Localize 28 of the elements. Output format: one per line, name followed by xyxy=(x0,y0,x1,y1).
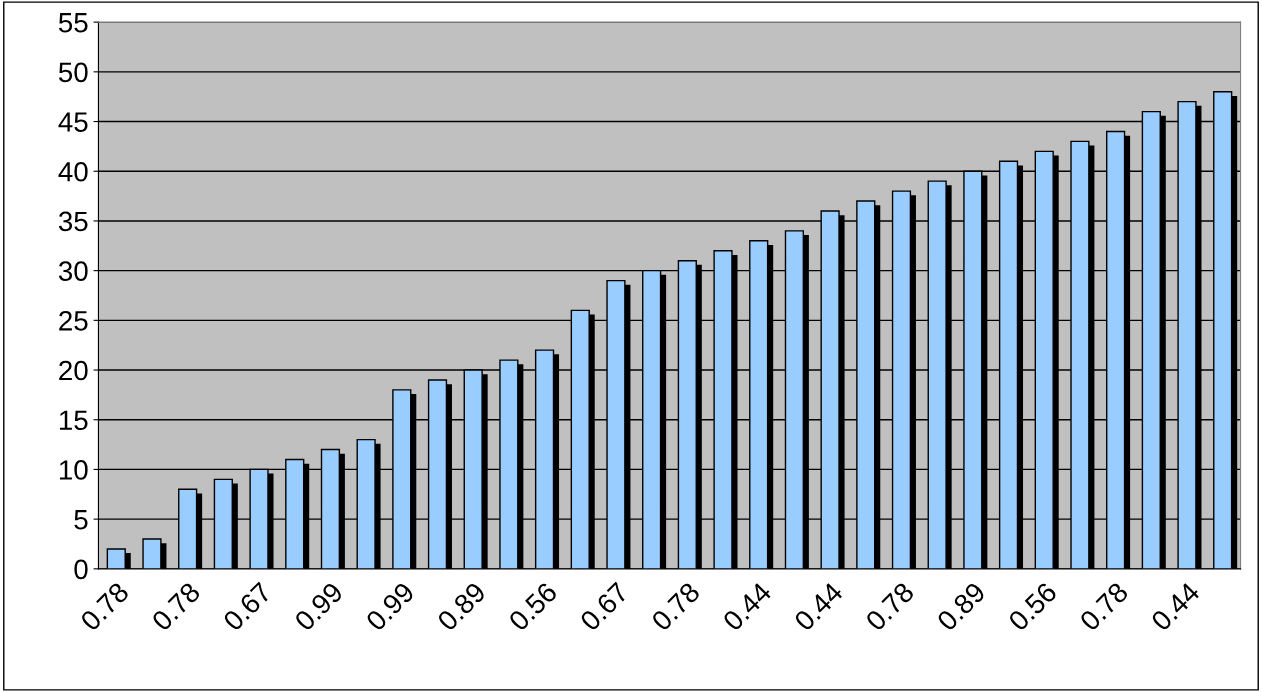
x-tick-label: 0.78 xyxy=(150,581,202,632)
x-tick-label: 0.56 xyxy=(507,581,559,632)
y-tick-label: 20 xyxy=(59,360,88,381)
y-tick-label: 15 xyxy=(59,410,88,431)
y-tick-label: 55 xyxy=(58,13,88,33)
x-tick-label: 0.99 xyxy=(364,581,416,632)
y-tick-label: 35 xyxy=(58,211,88,232)
y-tick-label: 30 xyxy=(58,261,88,281)
x-tick-label: 0.78 xyxy=(864,581,916,632)
y-tick-label: 45 xyxy=(58,112,88,132)
y-tick-label: 10 xyxy=(59,460,88,480)
x-tick-label: 0.44 xyxy=(793,581,844,632)
x-tick-label: 0.67 xyxy=(222,581,273,632)
x-tick-label: 0.44 xyxy=(1150,581,1201,632)
x-tick-label: 0.78 xyxy=(650,581,701,632)
y-tick-label: 40 xyxy=(58,161,88,182)
x-tick-label: 0.78 xyxy=(1078,581,1130,632)
x-tick-label: 0.78 xyxy=(79,581,130,632)
x-tick-label: 0.44 xyxy=(721,581,773,632)
y-tick-label: 50 xyxy=(58,62,88,83)
x-tick-label: 0.99 xyxy=(293,581,344,632)
x-tick-label: 0.67 xyxy=(579,581,630,632)
x-tick-label: 0.89 xyxy=(935,581,987,632)
y-tick-label: 0 xyxy=(74,559,88,580)
y-tick-label: 5 xyxy=(74,510,88,530)
y-tick-label: 25 xyxy=(59,311,88,331)
x-tick-label: 0.56 xyxy=(1007,581,1058,632)
x-tick-label: 0.89 xyxy=(436,581,487,632)
